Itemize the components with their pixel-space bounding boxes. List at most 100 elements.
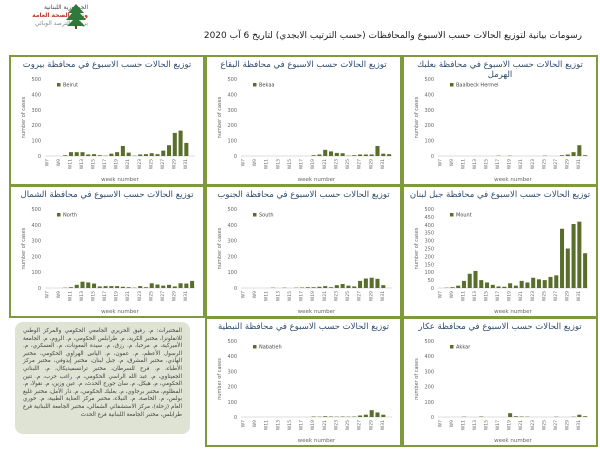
bar-W15 [92,154,97,156]
bar-W13 [80,281,85,288]
x-tick-label: W29 [171,291,177,301]
y-axis-label: number of cases [217,358,223,400]
chart-title: توزيع الحالات حسب الاسبوع في محافظة جبل … [409,190,591,200]
x-tick-label: W23 [333,159,339,169]
bar-W31 [577,145,582,156]
y-tick-label: 400 [227,354,237,360]
x-tick-label: W19 [114,291,120,301]
x-tick-label: W21 [518,291,524,301]
y-tick-label: 500 [227,207,237,213]
y-tick-label: 200 [31,123,41,129]
bar-W30 [571,224,576,288]
x-tick-label: W7 [437,159,443,166]
bar-W21 [519,280,524,288]
y-tick-label: 150 [424,262,434,268]
bar-W20 [513,416,518,417]
bar-W15 [92,283,97,288]
chart-title: توزيع الحالات حسب الاسبوع في محافظة الجن… [217,190,390,200]
legend-label: Mount [456,213,472,219]
bar-W24 [340,284,345,288]
bar-W27 [554,275,559,288]
legend-label: South [259,213,274,219]
bar-W25 [542,280,547,288]
x-tick-label: W23 [530,291,536,301]
x-tick-label: W11 [264,420,270,430]
x-tick-label: W23 [137,291,143,301]
bar-W30 [375,145,380,156]
bar-W24 [340,153,345,156]
x-tick-label: W27 [160,159,166,169]
y-tick-label: 500 [424,207,434,213]
x-tick-label: W19 [310,420,316,430]
y-tick-label: 0 [431,286,434,292]
bar-W9 [450,287,455,288]
bar-W21 [323,286,328,288]
bar-W19 [311,155,316,156]
legend-swatch [450,83,454,87]
y-tick-label: 200 [227,254,237,260]
x-tick-label: W9 [252,159,258,166]
bar-W14 [86,154,91,156]
x-tick-label: W9 [56,291,62,298]
y-tick-label: 0 [38,286,41,292]
chart-panel-south: توزيع الحالات حسب الاسبوع في محافظة الجن… [205,185,402,318]
y-tick-label: 300 [31,108,41,114]
y-tick-label: 200 [424,385,434,391]
bar-W31 [381,153,386,156]
bar-W13 [473,270,478,288]
y-tick-label: 500 [424,339,434,345]
y-tick-label: 300 [424,369,434,375]
bar-W21 [126,152,131,156]
bar-W30 [571,152,576,156]
bar-W30 [375,412,380,417]
bar-W12 [74,284,79,288]
y-tick-label: 400 [227,223,237,229]
y-axis-label: number of cases [217,227,223,269]
bar-chart: 0 100 200 300 400 500 number of cases W7 W9 W11 W1… [217,339,392,444]
bar-W26 [155,154,160,156]
legend-label: Beirut [63,83,78,89]
bar-W19 [115,286,120,288]
x-tick-label: W17 [102,159,108,169]
bar-W19 [115,152,120,156]
x-tick-label: W17 [495,291,501,301]
bar-W20 [120,145,125,156]
x-tick-label: W21 [322,159,328,169]
bar-W22 [525,282,530,288]
y-tick-label: 100 [227,139,237,145]
bar-W18 [305,287,310,288]
laboratories-note: المختبرات: م. رفيق الحريري الجامعي الحكو… [15,322,190,434]
x-tick-label: W19 [310,291,316,301]
bar-W26 [548,276,553,288]
bar-W31 [184,142,189,156]
x-tick-label: W17 [495,159,501,169]
x-tick-label: W31 [576,159,582,169]
x-tick-label: W31 [576,420,582,430]
x-tick-label: W9 [252,420,258,427]
bar-W27 [358,154,363,156]
chart-panel-bekaa: توزيع الحالات حسب الاسبوع في محافظة البق… [205,55,402,186]
y-axis-label: number of cases [21,96,27,138]
chart-panel-baalbeck-hermel: توزيع الحالات حسب الاسبوع في محافظة بعلب… [402,55,598,186]
bar-W25 [149,153,154,156]
bar-W18 [109,286,114,288]
x-tick-label: W7 [437,291,443,298]
y-tick-label: 400 [31,223,41,229]
y-tick-label: 100 [227,400,237,406]
y-tick-label: 0 [38,154,41,160]
x-tick-label: W19 [507,159,513,169]
x-tick-label: W29 [171,159,177,169]
legend-swatch [450,213,454,217]
y-tick-label: 200 [31,254,41,260]
x-tick-label: W31 [380,291,386,301]
bar-W30 [178,130,183,156]
bar-W29 [565,154,570,156]
y-tick-label: 0 [431,415,434,421]
x-tick-label: W7 [437,420,443,427]
bar-W14 [86,282,91,288]
chart-panel-nabatieh: توزيع الحالات حسب الاسبوع في محافظة النب… [205,317,402,447]
x-tick-label: W25 [541,159,547,169]
x-tick-label: W25 [148,159,154,169]
y-tick-label: 300 [424,239,434,245]
x-tick-label: W27 [553,291,559,301]
